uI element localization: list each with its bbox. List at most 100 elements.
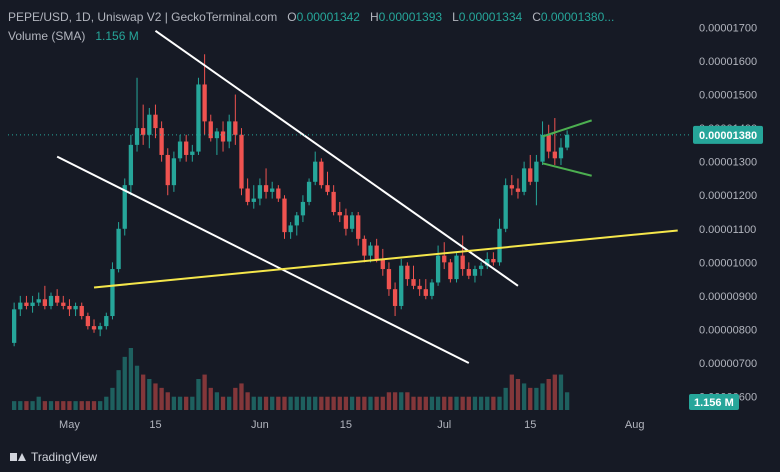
volume-bar	[466, 396, 471, 410]
candle-body	[485, 258, 490, 266]
candle-body	[227, 121, 232, 142]
candle-body	[509, 185, 514, 189]
volume-bar	[134, 365, 140, 410]
candle-body	[55, 295, 60, 303]
volume-bar	[386, 392, 392, 410]
volume-bar	[564, 392, 570, 410]
volume-bar	[270, 396, 275, 410]
low-label: L	[452, 10, 459, 24]
candle-body	[435, 255, 441, 283]
volume-bar	[485, 396, 490, 410]
volume-bar	[116, 370, 121, 410]
candle-body	[564, 134, 570, 148]
candlesticks	[11, 54, 570, 347]
price-tick-label: 0.00001600	[699, 56, 757, 68]
volume-label[interactable]: Volume (SMA)	[8, 29, 86, 43]
candle-body	[153, 114, 158, 129]
volume-value: 1.156 M	[95, 29, 139, 43]
volume-bar	[91, 401, 97, 410]
volume-badge	[689, 394, 739, 410]
volume-bar	[184, 396, 189, 410]
candle-body	[337, 212, 342, 216]
white-trend-line	[154, 29, 519, 287]
yellow-trend-line	[93, 229, 678, 289]
close-label: C	[532, 10, 541, 24]
volume-bar	[509, 374, 514, 410]
volume-bar	[196, 379, 201, 410]
volume-bar	[337, 396, 342, 410]
candle-body	[399, 265, 404, 306]
candle-body	[171, 158, 177, 186]
volume-bar	[245, 392, 250, 410]
candle-body	[558, 147, 564, 159]
candle-body	[521, 168, 527, 192]
volume-bar	[515, 379, 521, 410]
volume-bar	[202, 374, 207, 410]
volume-bar	[177, 396, 183, 410]
volume-bar	[220, 396, 226, 410]
current-price-badge	[693, 125, 763, 144]
volume-bar	[472, 396, 478, 410]
price-axis[interactable]: 0.000017000.000016000.000015000.00001400…	[699, 22, 757, 403]
price-tick-label: 0.00000800	[699, 324, 757, 336]
volume-bar	[79, 401, 84, 410]
candle-body	[134, 128, 140, 145]
volume-bar	[392, 392, 398, 410]
volume-bar	[460, 396, 465, 410]
white-trend-line	[56, 155, 470, 364]
candle-body	[442, 255, 447, 263]
candle-body	[349, 215, 355, 229]
volume-bar	[263, 396, 269, 410]
candle-body	[251, 198, 256, 202]
candle-body	[540, 134, 545, 162]
volume-bar	[435, 396, 441, 410]
candle-body	[18, 302, 23, 310]
tradingview-logo[interactable]: TradingView	[10, 450, 97, 464]
volume-bar	[503, 387, 508, 410]
candle-body	[36, 299, 41, 303]
volume-bar	[405, 392, 410, 410]
candle-body	[30, 302, 35, 306]
close-value: 0.00001380...	[540, 10, 615, 24]
volume-bar	[325, 396, 330, 410]
high-label: H	[370, 10, 379, 24]
volume-bar	[30, 401, 35, 410]
time-axis[interactable]: May 15 Jun 15 Jul 15 Aug	[59, 419, 644, 431]
candle-body	[128, 144, 134, 186]
candle-body	[104, 316, 109, 327]
volume-bar	[540, 383, 545, 410]
candle-body	[319, 161, 324, 186]
symbol-title[interactable]: PEPE/USD, 1D, Uniswap V2 | GeckoTerminal…	[8, 10, 278, 24]
candle-body	[159, 128, 164, 155]
volume-bar	[349, 396, 355, 410]
volume-bar	[411, 396, 416, 410]
volume-bar	[546, 379, 551, 410]
volume-bar	[454, 396, 459, 410]
volume-bar	[67, 401, 72, 410]
volume-bar	[356, 396, 361, 410]
volume-info-row: Volume (SMA) 1.156 M	[8, 27, 614, 46]
volume-bar	[521, 383, 527, 410]
candle-body	[466, 269, 471, 276]
volume-bar	[294, 396, 299, 410]
green-trend-line	[542, 162, 592, 177]
candle-body	[245, 188, 250, 202]
candle-body	[306, 181, 312, 202]
candle-body	[42, 299, 48, 306]
candle-body	[356, 215, 361, 239]
candle-body	[423, 289, 428, 296]
candle-body	[67, 305, 72, 310]
candle-body	[343, 215, 349, 229]
volume-bar	[141, 374, 146, 410]
volume-bar	[528, 387, 533, 410]
price-tick-label: 0.00000700	[699, 358, 757, 370]
candle-body	[177, 141, 183, 159]
candle-body	[472, 269, 478, 276]
chart-footer: TradingView	[0, 442, 780, 472]
volume-bar	[190, 396, 195, 410]
candle-body	[454, 255, 459, 280]
volume-bar	[423, 396, 428, 410]
candle-body	[208, 121, 213, 139]
volume-bar	[11, 401, 17, 410]
